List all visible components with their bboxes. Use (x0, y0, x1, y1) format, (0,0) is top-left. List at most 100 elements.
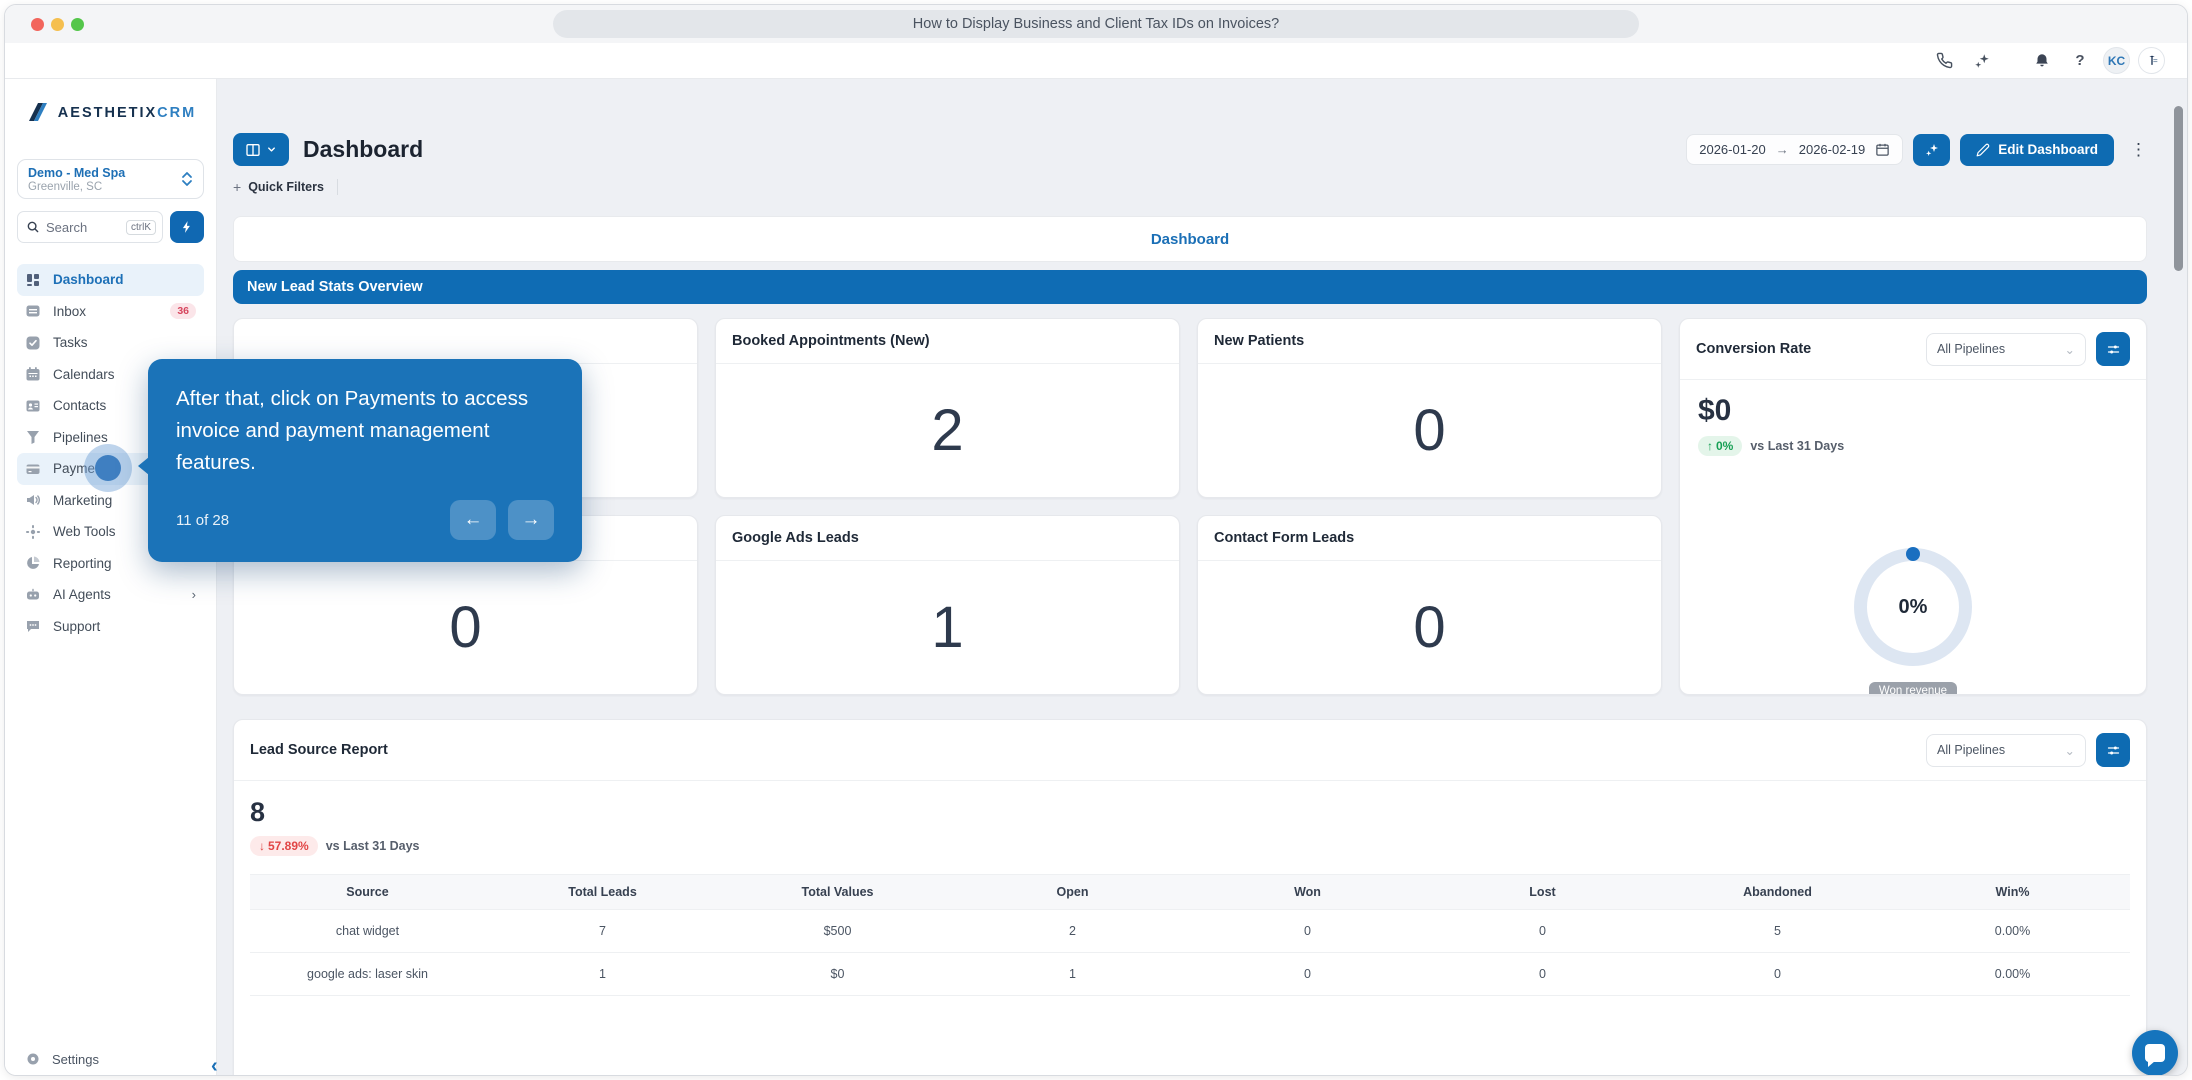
chat-bubble-icon (2145, 1044, 2165, 1067)
sidebar-item-dashboard[interactable]: Dashboard (17, 264, 204, 296)
user-avatar[interactable]: KC (2103, 47, 2130, 74)
search-input[interactable] (46, 219, 120, 235)
account-location: Greenville, SC (28, 180, 103, 193)
zoom-window-button[interactable] (71, 17, 84, 31)
stat-card-value: 0 (1413, 398, 1446, 463)
reporting-pie-icon (25, 555, 42, 572)
pipeline-filter-select[interactable]: All Pipelines ⌄ (1926, 332, 2086, 366)
stat-card-title (234, 319, 697, 364)
sidebar-item-label: Inbox (53, 303, 87, 319)
sidebar-item-support[interactable]: Support (17, 611, 204, 643)
sidebar-item-label: Reporting (53, 555, 112, 571)
quick-filters-label: Quick Filters (248, 180, 324, 194)
ai-agents-robot-icon (25, 586, 42, 603)
quick-actions-button[interactable] (170, 211, 204, 243)
phone-icon[interactable] (1929, 46, 1959, 76)
browser-window: How to Display Business and Client Tax I… (4, 4, 2188, 1076)
stat-card-title: Contact Form Leads (1198, 516, 1661, 561)
brand-name: AESTHETIXCRM (57, 105, 197, 121)
tab-dashboard[interactable]: Dashboard (1150, 230, 1230, 248)
contacts-icon (25, 397, 42, 414)
arrow-up-icon: ↑ (1707, 439, 1713, 453)
conversion-card-title: Conversion Rate (1696, 341, 1812, 357)
column-header: Open (1056, 885, 1089, 899)
minimize-window-button[interactable] (51, 17, 64, 31)
close-window-button[interactable] (31, 17, 44, 31)
sidebar-item-label: AI Agents (53, 587, 111, 603)
sidebar-item-label: Marketing (53, 492, 113, 508)
column-header: Lost (1529, 885, 1556, 899)
tour-next-button[interactable]: → (508, 500, 554, 541)
report-compare-label: vs Last 31 Days (325, 839, 420, 853)
table-header-row: Source Total Leads Total Values Open Won… (250, 874, 2130, 910)
notifications-bell-icon[interactable] (2027, 46, 2057, 76)
stat-card-value: 0 (449, 595, 482, 660)
stat-cards-grid: Booked Appointments (New) 2 New Patients… (233, 318, 2147, 695)
web-tools-icon (25, 523, 42, 540)
titlebar: How to Display Business and Client Tax I… (5, 5, 2187, 43)
sidebar-item-contacts[interactable]: Contacts (17, 390, 204, 422)
sidebar-item-calendars[interactable]: Calendars (17, 359, 204, 391)
help-icon[interactable]: ? (2075, 52, 2085, 69)
chevron-right-icon: › (191, 587, 196, 603)
more-options-icon[interactable]: ⋮ (2130, 139, 2147, 159)
report-title: Lead Source Report (250, 742, 388, 758)
stat-card-booked-appointments: Booked Appointments (New) 2 (715, 318, 1180, 498)
sidebar-item-web-tools[interactable]: Web Tools (17, 516, 204, 548)
gauge-ring: 0% (1854, 547, 1972, 666)
sidebar-collapse-icon[interactable]: ‹ (211, 1055, 218, 1076)
browser-tab[interactable]: How to Display Business and Client Tax I… (553, 10, 1639, 38)
gauge-percent: 0% (1898, 595, 1928, 618)
chat-launcher-button[interactable] (2132, 1030, 2178, 1075)
sidebar-item-marketing[interactable]: Marketing (17, 485, 204, 517)
report-total: 8 (250, 797, 266, 827)
widget-settings-button[interactable] (2096, 332, 2130, 366)
date-end: 2026-02-19 (1798, 142, 1866, 157)
search-icon (27, 221, 39, 233)
date-start: 2026-01-20 (1699, 142, 1766, 157)
sidebar-item-ai-agents[interactable]: AI Agents › (17, 579, 204, 611)
divider (336, 179, 338, 195)
dashboard-layout-button[interactable] (233, 133, 289, 166)
account-switcher[interactable]: Demo - Med Spa Greenville, SC (17, 159, 204, 199)
widget-settings-button[interactable] (2096, 733, 2130, 767)
plus-icon: + (233, 179, 242, 195)
chevron-down-icon (268, 147, 275, 152)
sidebar-item-label: Calendars (53, 366, 115, 382)
arrow-right-icon: → (521, 509, 541, 531)
section-banner-title: New Lead Stats Overview (247, 279, 423, 295)
date-range-picker[interactable]: 2026-01-20 → 2026-02-19 (1686, 134, 1904, 165)
stat-card-google-ads-leads: Google Ads Leads 1 (715, 515, 1180, 695)
tour-progress: 11 of 28 (176, 511, 230, 529)
stat-card-title: Booked Appointments (New) (716, 319, 1179, 364)
chevron-down-icon: ⌄ (2064, 342, 2075, 357)
edit-dashboard-button[interactable]: Edit Dashboard (1960, 133, 2114, 166)
tour-beacon[interactable] (84, 444, 132, 492)
pipeline-filter-select[interactable]: All Pipelines ⌄ (1926, 733, 2086, 767)
sidebar-item-tasks[interactable]: Tasks (17, 327, 204, 359)
arrow-down-icon: ↓ (259, 839, 265, 853)
quick-filters[interactable]: + Quick Filters (233, 179, 2147, 195)
sidebar-item-pipelines[interactable]: Pipelines (17, 422, 204, 454)
calendar-icon (25, 366, 42, 383)
column-header: Total Values (801, 885, 874, 899)
support-chat-icon (25, 618, 42, 635)
gear-icon (25, 1051, 41, 1067)
organization-avatar[interactable] (2138, 47, 2165, 74)
search-box[interactable]: ctrlK (17, 211, 163, 243)
sidebar-item-settings[interactable]: Settings (25, 1051, 99, 1067)
vertical-scrollbar[interactable] (2174, 106, 2183, 271)
layout-grid-icon (246, 143, 260, 156)
pencil-icon (1976, 143, 1990, 156)
sidebar-item-inbox[interactable]: Inbox 36 (17, 296, 204, 328)
sparkles-icon (1925, 143, 1938, 156)
sidebar-item-reporting[interactable]: Reporting (17, 548, 204, 580)
tour-back-button[interactable]: ← (450, 500, 496, 541)
ai-sparkle-button[interactable] (1913, 133, 1951, 166)
stat-card-value: 1 (931, 595, 964, 660)
lightning-icon (182, 221, 190, 233)
sliders-icon (2107, 345, 2119, 353)
inbox-icon (25, 303, 42, 320)
sparkles-icon[interactable] (1967, 46, 1997, 76)
arrow-right-icon: → (1775, 142, 1789, 157)
